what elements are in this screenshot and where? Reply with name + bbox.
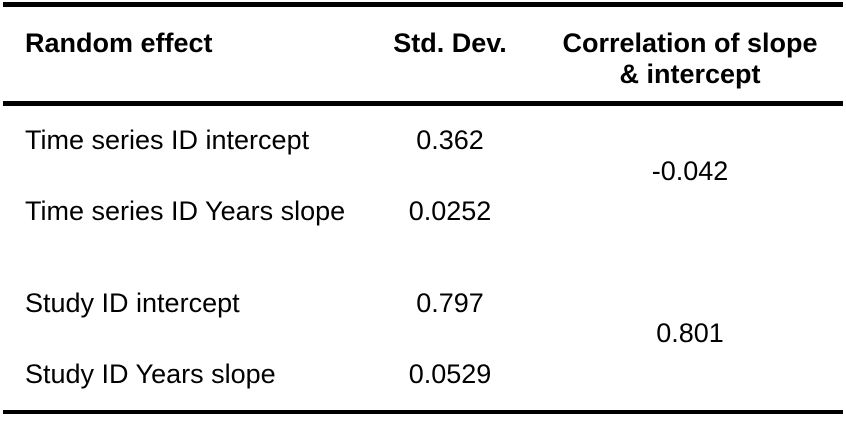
effect-cell: Time series ID Years slope [25, 196, 346, 226]
correlation-value: -0.042 [651, 156, 729, 187]
table-row: Study ID Years slope 0.0529 [3, 340, 843, 412]
effect-cell: Study ID intercept [25, 288, 240, 318]
table-row: Time series ID intercept 0.362 -0.042 [3, 104, 843, 186]
table-body: Time series ID intercept 0.362 -0.042 Ti… [3, 104, 843, 412]
std-dev-cell: 0.362 [416, 125, 484, 156]
header-row: Random effect Std. Dev. Correlation of s… [3, 4, 843, 106]
effect-cell: Study ID Years slope [25, 359, 276, 389]
std-dev-cell: 0.0252 [408, 196, 492, 226]
effect-cell: Time series ID intercept [25, 125, 310, 156]
table-row: Time series ID Years slope 0.0252 [3, 176, 843, 248]
header-correlation: Correlation of slope & intercept [537, 4, 843, 106]
header-std-dev: Std. Dev. [363, 4, 537, 106]
group-spacer [3, 248, 843, 268]
std-dev-cell: 0.797 [416, 288, 484, 318]
header-random-effect: Random effect [3, 4, 363, 106]
correlation-cell: -0.042 [537, 104, 843, 248]
table-row: Study ID intercept 0.797 0.801 [3, 268, 843, 348]
random-effects-table: Random effect Std. Dev. Correlation of s… [3, 2, 843, 414]
table-header: Random effect Std. Dev. Correlation of s… [3, 4, 843, 106]
std-dev-cell: 0.0529 [408, 359, 492, 389]
correlation-cell: 0.801 [537, 268, 843, 412]
correlation-value: 0.801 [656, 318, 724, 348]
